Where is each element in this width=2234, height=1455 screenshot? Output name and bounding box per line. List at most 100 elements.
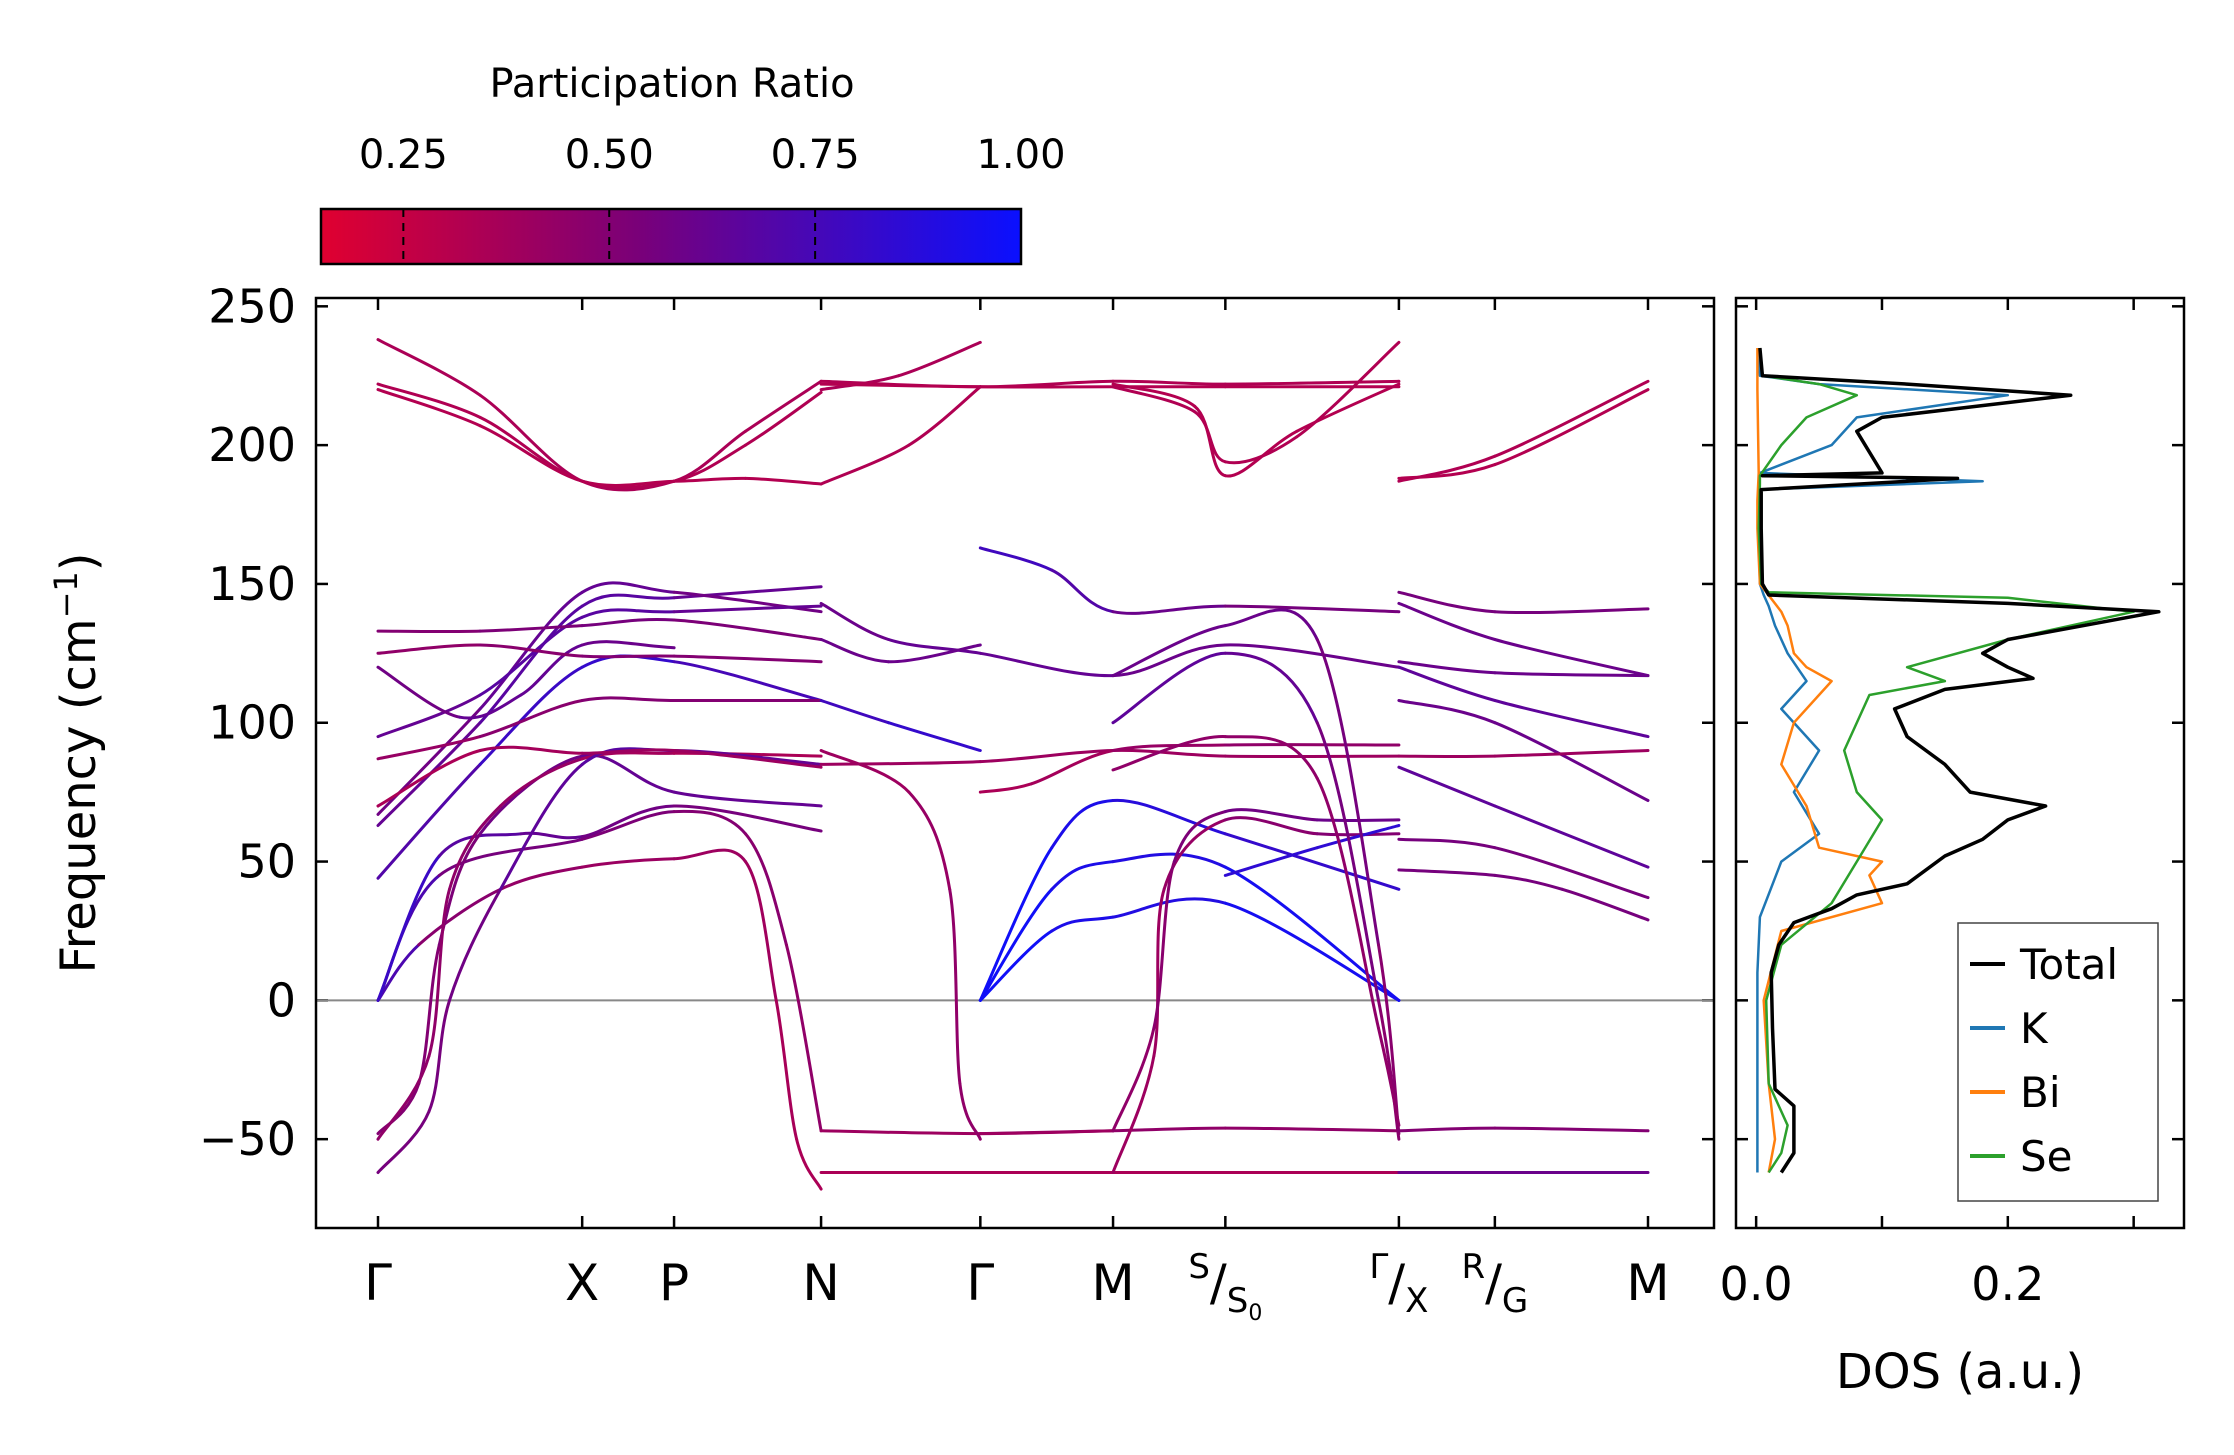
phonon-band-segment xyxy=(1223,379,1401,386)
phonon-band-segment xyxy=(887,643,982,664)
phonon-band-segment xyxy=(478,624,584,633)
phonon-band-segment xyxy=(1050,799,1115,850)
phonon-band-segment xyxy=(376,1082,421,1136)
ylabel-close: ) xyxy=(51,552,107,571)
phonon-band-segment xyxy=(1111,735,1227,772)
phonon-band-segment xyxy=(948,887,962,1086)
phonon-band-segment xyxy=(958,1082,982,1141)
phonon-band-segment xyxy=(744,476,823,486)
phonon-band-segment xyxy=(1223,735,1319,780)
phonon-band-segment xyxy=(978,651,1115,678)
phonon-band-segment xyxy=(478,699,584,739)
colorbar: Participation Ratio 0.25 0.50 0.75 1.00 xyxy=(319,61,1066,266)
phonon-band-segment xyxy=(1223,643,1401,669)
phonon-band-segment xyxy=(499,762,584,891)
dos-series-total xyxy=(1758,347,2161,1174)
phonon-band-segment xyxy=(978,887,1054,1002)
phonon-band-segment xyxy=(819,760,982,766)
phonon-band-segment xyxy=(1223,816,1319,836)
legend-label: Total xyxy=(2019,940,2118,989)
dos-lines xyxy=(1756,347,2161,1174)
phonon-band-segment xyxy=(672,590,823,614)
phonon-band-segment xyxy=(1223,651,1319,725)
phonon-band-segment xyxy=(580,581,676,594)
phonon-band-segment xyxy=(1223,608,1319,641)
phonon-band-segment xyxy=(819,638,890,664)
frequency-tick-label: 0 xyxy=(267,973,296,1027)
phonon-band-segment xyxy=(1493,873,1564,891)
frequency-ticks: −50 0 50 100 150 200 250 xyxy=(199,279,296,1166)
phonon-band-segment xyxy=(978,546,1054,572)
phonon-band-segment xyxy=(1397,660,1497,675)
phonon-band-segment xyxy=(1397,699,1497,725)
phonon-band-segment xyxy=(376,643,482,655)
band-frame xyxy=(314,296,1716,1230)
phonon-band-segment xyxy=(672,790,823,808)
phonon-band-segment xyxy=(1223,808,1319,822)
phonon-band-segment xyxy=(376,943,421,1002)
kpoint-label: M xyxy=(1626,1254,1669,1312)
frequency-tick-label: 150 xyxy=(208,557,296,611)
kpoint-label: R/G xyxy=(1461,1247,1528,1321)
dos-panel: 0.0 0.2 DOS (a.u.) Total K Bi Se xyxy=(1720,296,2186,1400)
phonon-band-segment xyxy=(887,721,982,752)
legend-label: Se xyxy=(2020,1132,2073,1181)
phonon-band-segment xyxy=(672,429,747,483)
phonon-band-segment xyxy=(744,390,823,447)
phonon-band-segment xyxy=(1111,1126,1227,1133)
phonon-band-segment xyxy=(580,748,676,755)
phonon-band-segment xyxy=(907,385,982,447)
phonon-band-segment xyxy=(376,693,482,739)
dos-ticks: 0.0 0.2 xyxy=(1720,1257,2045,1311)
phonon-band-segment xyxy=(978,846,1054,1002)
phonon-band-segment xyxy=(1493,721,1650,802)
phonon-band-segment xyxy=(478,615,584,697)
phonon-band-segment xyxy=(1493,388,1650,467)
phonon-band-segment xyxy=(1397,837,1497,850)
phonon-band-segment xyxy=(744,860,778,1002)
phonon-band-segment xyxy=(448,887,502,1002)
phonon-band-segment xyxy=(376,854,441,1002)
phonon-band-segment xyxy=(672,751,823,758)
phonon-band-segment xyxy=(1315,832,1401,837)
phonon-band-segment xyxy=(978,1129,1115,1136)
phonon-band-segment xyxy=(580,640,676,650)
phonon-band-segment xyxy=(417,887,502,947)
phonon-band-segment xyxy=(1223,604,1401,614)
frequency-tick-label: −50 xyxy=(199,1112,296,1166)
dos-tick-label: 0.2 xyxy=(1971,1257,2044,1311)
kpoint-label: N xyxy=(802,1254,839,1312)
phonon-band-segment xyxy=(819,382,982,389)
phonon-band-segment xyxy=(376,735,482,761)
phonon-band-segment xyxy=(1295,382,1401,433)
phonon-band-segment xyxy=(478,590,584,711)
ylabel-main: Frequency (cm xyxy=(51,618,107,973)
legend-items: Total K Bi Se xyxy=(1970,940,2118,1181)
phonon-band-segment xyxy=(672,618,823,641)
phonon-band-segment xyxy=(376,665,462,719)
phonon-band-segment xyxy=(774,998,799,1141)
frequency-tick-label: 200 xyxy=(208,418,296,472)
dos-axis-label: DOS (a.u.) xyxy=(1836,1344,2084,1400)
phonon-band-segment xyxy=(1493,846,1650,900)
phonon-band-segment xyxy=(819,601,890,641)
phonon-band-segment xyxy=(376,707,482,816)
phonon-band-segment xyxy=(1493,749,1650,758)
phonon-band-segment xyxy=(580,751,676,761)
phonon-band-segment xyxy=(672,848,747,864)
phonon-band-segment xyxy=(1111,382,1197,408)
phonon-band-segment xyxy=(427,887,451,1058)
phonon-band-segment xyxy=(1162,818,1227,891)
phonon-band-segment xyxy=(819,749,911,794)
phonon-band-segment xyxy=(580,654,676,659)
phonon-band-segment xyxy=(1295,340,1401,439)
phonon-band-segment xyxy=(1111,743,1227,752)
phonon-band-segment xyxy=(672,809,747,836)
phonon-band-segment xyxy=(499,757,584,808)
dos-axes xyxy=(1736,298,2184,1228)
kpoint-label: X xyxy=(565,1254,599,1312)
phonon-band-segment xyxy=(1493,699,1650,739)
phonon-band-segment xyxy=(1493,1126,1650,1133)
phonon-band-segment xyxy=(1223,832,1401,891)
